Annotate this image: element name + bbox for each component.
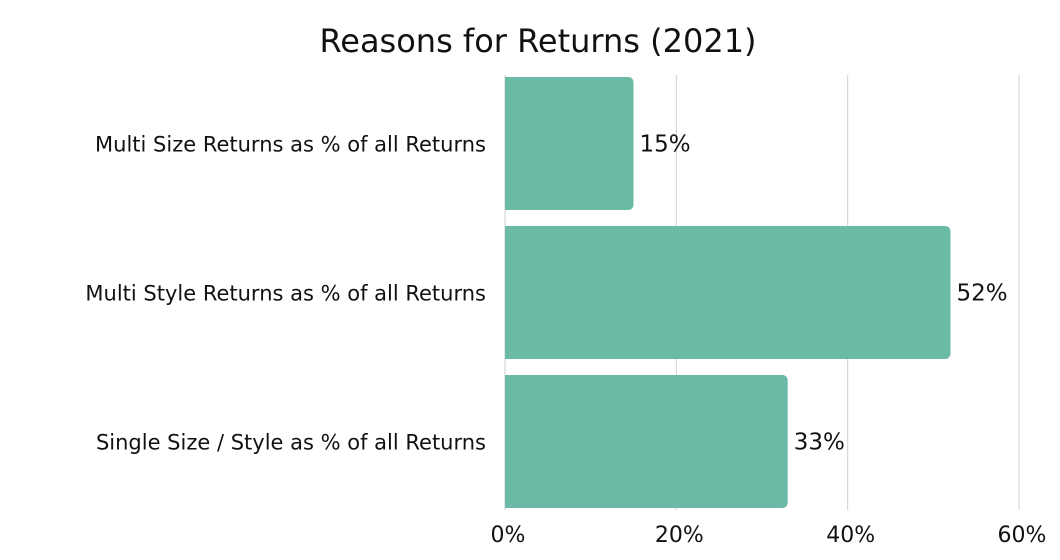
chart-title: Reasons for Returns (2021)	[319, 22, 756, 60]
category-label: Multi Style Returns as % of all Returns	[85, 282, 486, 306]
bar	[505, 77, 634, 210]
bar	[505, 375, 788, 508]
x-tick-label: 0%	[491, 523, 526, 548]
data-label: 52%	[956, 281, 1007, 307]
labels: 0% 20% 40% 60% Multi Size Returns as % of al…	[85, 132, 1046, 549]
x-tick-label: 40%	[826, 523, 875, 548]
data-label: 33%	[794, 430, 845, 456]
bars	[505, 77, 951, 508]
x-tick-label: 60%	[998, 523, 1047, 548]
data-label: 15%	[640, 132, 691, 158]
category-label: Multi Size Returns as % of all Returns	[95, 133, 486, 157]
bar	[505, 226, 951, 359]
category-label: Single Size / Style as % of all Returns	[96, 431, 486, 455]
x-tick-label: 20%	[655, 523, 704, 548]
